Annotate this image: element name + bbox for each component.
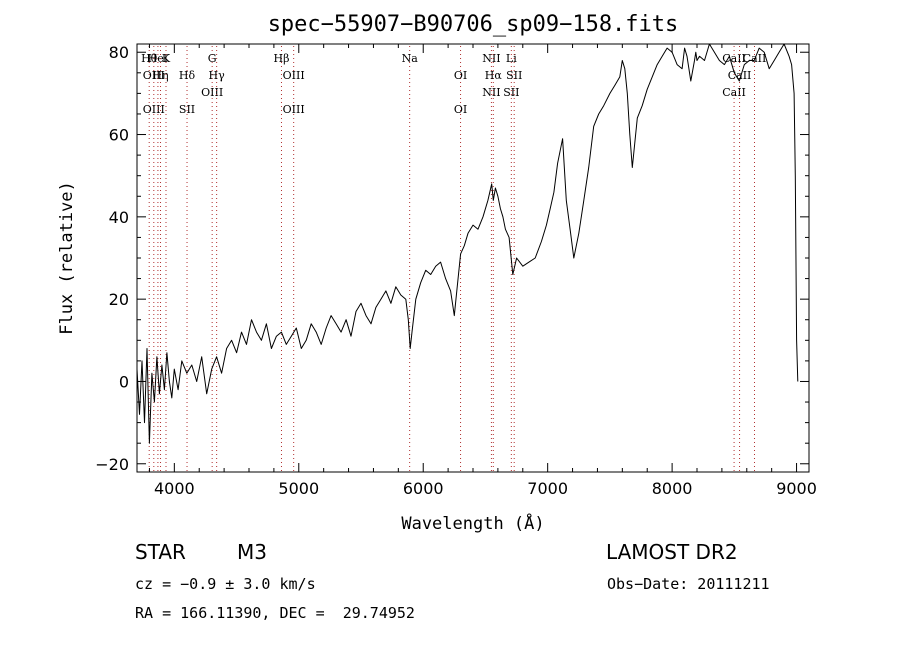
- line-marker-label: NII: [482, 52, 500, 65]
- line-marker-label: OI: [454, 69, 467, 82]
- line-marker-label: Li: [506, 52, 517, 65]
- obs-date: Obs−Date: 20111211: [607, 575, 770, 593]
- line-marker-label: SII: [179, 103, 195, 116]
- y-tick-label: 0: [119, 372, 129, 391]
- y-tick-label: 20: [109, 290, 129, 309]
- y-tick-label: 40: [109, 208, 129, 227]
- object-subclass: M3: [237, 540, 267, 564]
- line-marker-label: SII: [503, 86, 519, 99]
- object-class: STAR: [135, 540, 186, 564]
- x-axis: 4000 5000 6000 7000 8000 9000: [148, 44, 817, 498]
- line-marker-label: Hθ: [141, 52, 158, 65]
- coordinates: RA = 166.11390, DEC = 29.74952: [135, 604, 415, 622]
- x-tick-label: 7000: [527, 479, 568, 498]
- line-marker-label: K: [162, 52, 171, 65]
- x-axis-label: Wavelength (Å): [401, 512, 544, 534]
- x-tick-label: 4000: [154, 479, 195, 498]
- line-marker-label: CaII: [722, 86, 746, 99]
- x-tick-label: 6000: [403, 479, 444, 498]
- line-marker-label: G: [208, 52, 217, 65]
- line-marker-label: Hα: [485, 69, 503, 82]
- redshift-text: cz = −0.9 ± 3.0 km/s: [135, 575, 316, 593]
- x-tick-label: 5000: [278, 479, 319, 498]
- line-marker-label: OIII: [283, 69, 305, 82]
- y-axis-label: Flux (relative): [57, 181, 77, 335]
- y-tick-label: −20: [95, 455, 129, 474]
- plot-area: [136, 43, 799, 444]
- x-tick-label: 9000: [776, 479, 817, 498]
- line-marker-label: Hδ: [179, 69, 196, 82]
- line-marker-label: CaII: [722, 52, 746, 65]
- line-marker-label: Na: [402, 52, 419, 65]
- line-marker-label: OIII: [143, 69, 165, 82]
- line-marker-label: Hγ: [209, 69, 226, 82]
- line-marker-label: HeI: [148, 52, 168, 65]
- chart-title: spec−55907−B90706_sp09−158.fits: [268, 12, 679, 37]
- plot-frame: [136, 43, 810, 473]
- line-marker-label: OI: [454, 103, 467, 116]
- line-marker-label: Hη: [152, 69, 168, 82]
- spectrum-line: [136, 43, 799, 444]
- line-marker-label: Hβ: [274, 52, 290, 65]
- survey-name: LAMOST DR2: [606, 540, 738, 564]
- line-marker-label: NII: [482, 86, 500, 99]
- y-axis: −20 0 20 40 60 80: [95, 43, 809, 474]
- line-markers: Hθ OIII OIII HeI Hη K Hδ SII G OIII Hγ Hβ OIII OIII Na…: [141, 46, 766, 472]
- y-tick-label: 60: [109, 126, 129, 145]
- y-tick-label: 80: [109, 43, 129, 62]
- line-marker-label: OIII: [143, 103, 165, 116]
- line-marker-label: OIII: [283, 103, 305, 116]
- line-marker-label: SII: [506, 69, 522, 82]
- x-tick-label: 8000: [652, 479, 693, 498]
- line-marker-label: OIII: [201, 86, 223, 99]
